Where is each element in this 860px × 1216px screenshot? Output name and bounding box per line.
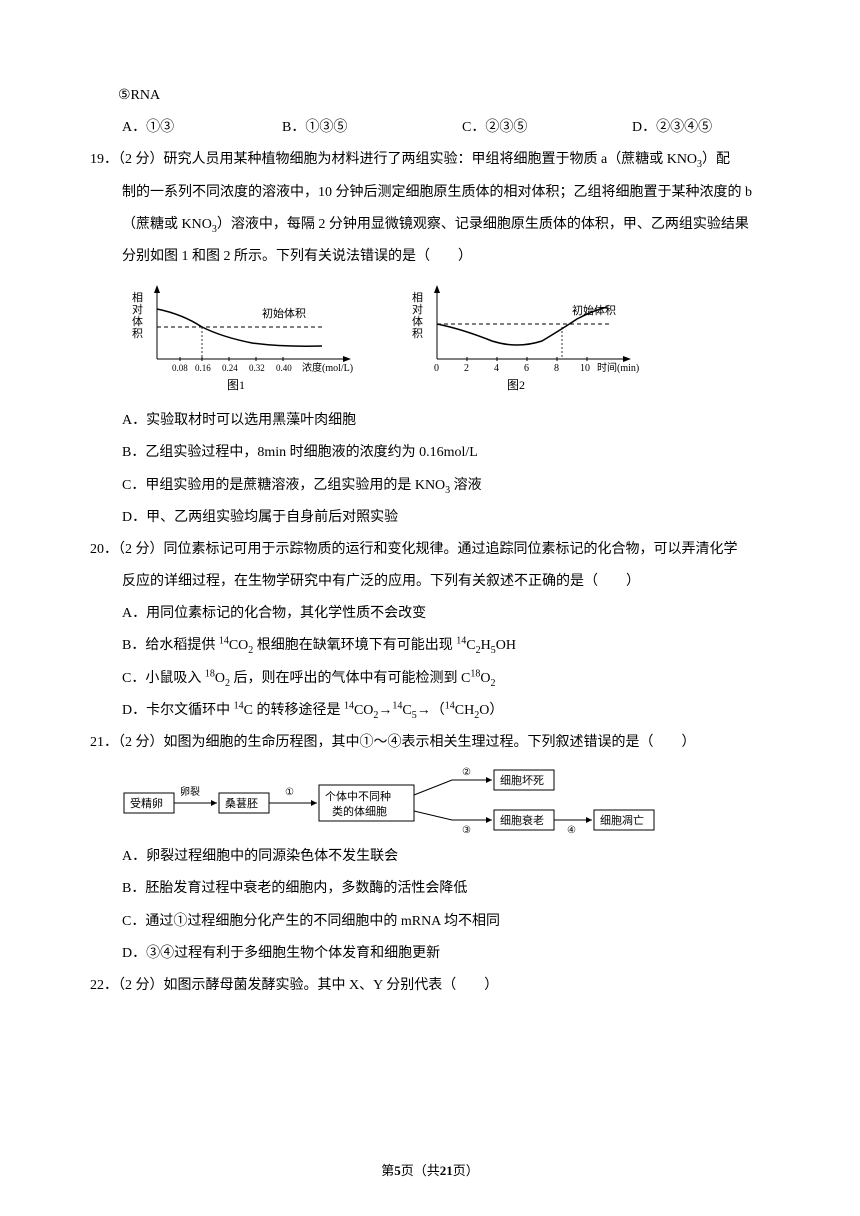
q19-choice-a: A．实验取材时可以选用黑藻叶肉细胞 bbox=[60, 405, 800, 437]
svg-text:相: 相 bbox=[412, 291, 423, 304]
svg-text:图2: 图2 bbox=[507, 378, 525, 392]
q21-choice-c: C．通过①过程细胞分化产生的不同细胞中的 mRNA 均不相同 bbox=[60, 906, 800, 938]
svg-text:4: 4 bbox=[494, 363, 499, 374]
q19-intro1: 研究人员用某种植物细胞为材料进行了两组实验：甲组将细胞置于物质 a（蔗糖或 KN… bbox=[164, 152, 698, 167]
g1-ylabel-1: 相 bbox=[132, 291, 143, 304]
svg-text:细胞衰老: 细胞衰老 bbox=[500, 813, 544, 827]
svg-text:积: 积 bbox=[412, 327, 423, 340]
svg-text:③: ③ bbox=[462, 825, 471, 835]
svg-text:④: ④ bbox=[567, 825, 576, 835]
q21-choice-d: D．③④过程有利于多细胞生物个体发育和细胞更新 bbox=[60, 938, 800, 970]
svg-text:0.40: 0.40 bbox=[276, 363, 292, 373]
svg-text:对: 对 bbox=[412, 302, 423, 316]
q21-choice-a: A．卵裂过程细胞中的同源染色体不发生联会 bbox=[60, 841, 800, 873]
svg-text:0.24: 0.24 bbox=[222, 363, 238, 373]
q20-line2: 反应的详细过程，在生物学研究中有广泛的应用。下列有关叙述不正确的是（ ） bbox=[60, 566, 800, 598]
svg-text:0.08: 0.08 bbox=[172, 363, 188, 373]
svg-text:卵裂: 卵裂 bbox=[180, 785, 200, 798]
q21-choice-b: B．胚胎发育过程中衰老的细胞内，多数酶的活性会降低 bbox=[60, 873, 800, 905]
q21-diagram: 受精卵 卵裂 桑葚胚 ① 个体中不同种 类的体细胞 ② 细胞坏死 ③ 细胞衰老 … bbox=[60, 765, 800, 835]
svg-text:10: 10 bbox=[580, 363, 590, 374]
q19-intro1-end: ）配 bbox=[702, 152, 730, 167]
svg-text:体: 体 bbox=[412, 314, 423, 328]
svg-text:初始体积: 初始体积 bbox=[572, 303, 616, 317]
q21-line1: 21．（2 分）如图为细胞的生命历程图，其中①～④表示相关生理过程。下列叙述错误… bbox=[60, 727, 800, 759]
q19-choice-d: D．甲、乙两组实验均属于自身前后对照实验 bbox=[60, 502, 800, 534]
q18-choices: A．①③ B．①③⑤ C．②③⑤ D．②③④⑤ bbox=[60, 112, 800, 144]
svg-text:时间(min): 时间(min) bbox=[597, 361, 639, 374]
q20-choice-b: B．给水稻提供 14CO2 根细胞在缺氧环境下有可能出现 14C2H5OH bbox=[60, 630, 800, 662]
svg-text:0: 0 bbox=[434, 363, 439, 374]
q18-choice-b: B．①③⑤ bbox=[282, 112, 462, 144]
q18-choice-c: C．②③⑤ bbox=[462, 112, 632, 144]
svg-text:浓度(mol/L): 浓度(mol/L) bbox=[302, 361, 353, 374]
q19-line4: 分别如图 1 和图 2 所示。下列有关说法错误的是（ ） bbox=[60, 241, 800, 273]
q19-graphs: 相 对 体 积 初始体积 0.08 0.16 0.24 0.32 0.40 浓度… bbox=[60, 279, 800, 399]
q21-flowchart: 受精卵 卵裂 桑葚胚 ① 个体中不同种 类的体细胞 ② 细胞坏死 ③ 细胞衰老 … bbox=[122, 765, 752, 835]
svg-text:细胞坏死: 细胞坏死 bbox=[500, 774, 544, 787]
g1-ylabel-2: 对 bbox=[132, 302, 143, 316]
graph2-svg: 相 对 体 积 初始体积 0 2 4 6 8 10 时间(min) 图2 bbox=[402, 279, 652, 399]
g1-ylabel-3: 体 bbox=[132, 314, 143, 328]
graph1-svg: 相 对 体 积 初始体积 0.08 0.16 0.24 0.32 0.40 浓度… bbox=[122, 279, 372, 399]
list-item-5: ⑤RNA bbox=[60, 80, 800, 112]
svg-text:0.32: 0.32 bbox=[249, 363, 265, 373]
svg-text:个体中不同种: 个体中不同种 bbox=[325, 789, 391, 803]
q18-choice-d: D．②③④⑤ bbox=[632, 112, 712, 144]
svg-text:类的体细胞: 类的体细胞 bbox=[332, 804, 387, 818]
q20-choice-d: D．卡尔文循环中 14C 的转移途径是 14CO2→14C5→（14CH2O） bbox=[60, 695, 800, 727]
q19-graph2: 相 对 体 积 初始体积 0 2 4 6 8 10 时间(min) 图2 bbox=[402, 279, 652, 399]
q19-line1: 19．（2 分）研究人员用某种植物细胞为材料进行了两组实验：甲组将细胞置于物质 … bbox=[60, 144, 800, 176]
svg-text:②: ② bbox=[462, 767, 471, 778]
svg-text:0.16: 0.16 bbox=[195, 363, 211, 373]
q20-line1: 20．（2 分）同位素标记可用于示踪物质的运行和变化规律。通过追踪同位素标记的化… bbox=[60, 534, 800, 566]
svg-text:图1: 图1 bbox=[227, 378, 245, 392]
q22-line1: 22．（2 分）如图示酵母菌发酵实验。其中 X、Y 分别代表（ ） bbox=[60, 970, 800, 1002]
q18-choice-a: A．①③ bbox=[122, 112, 282, 144]
svg-text:8: 8 bbox=[554, 363, 559, 374]
svg-text:桑葚胚: 桑葚胚 bbox=[225, 797, 258, 810]
svg-text:细胞凋亡: 细胞凋亡 bbox=[600, 813, 644, 827]
page-footer: 第5页（共21页） bbox=[0, 1156, 860, 1186]
list-item-5-text: ⑤RNA bbox=[118, 88, 160, 103]
q20-choice-a: A．用同位素标记的化合物，其化学性质不会改变 bbox=[60, 598, 800, 630]
q19-graph1: 相 对 体 积 初始体积 0.08 0.16 0.24 0.32 0.40 浓度… bbox=[122, 279, 372, 399]
q19-choice-b: B．乙组实验过程中，8min 时细胞液的浓度约为 0.16mol/L bbox=[60, 437, 800, 469]
svg-text:2: 2 bbox=[464, 363, 469, 374]
q19-line2: 制的一系列不同浓度的溶液中，10 分钟后测定细胞原生质体的相对体积；乙组将细胞置… bbox=[60, 177, 800, 209]
q19-choice-c: C．甲组实验用的是蔗糖溶液，乙组实验用的是 KNO3 溶液 bbox=[60, 470, 800, 502]
q19-line3: （蔗糖或 KNO3）溶液中，每隔 2 分钟用显微镜观察、记录细胞原生质体的体积，… bbox=[60, 209, 800, 241]
g1-ylabel-4: 积 bbox=[132, 327, 143, 340]
q19-number: 19．（2 分） bbox=[90, 152, 164, 167]
g1-dashed-label: 初始体积 bbox=[262, 306, 306, 320]
svg-text:受精卵: 受精卵 bbox=[130, 797, 163, 810]
svg-text:①: ① bbox=[285, 787, 294, 798]
q20-choice-c: C．小鼠吸入 18O2 后，则在呼出的气体中有可能检测到 C18O2 bbox=[60, 663, 800, 695]
svg-text:6: 6 bbox=[524, 363, 529, 374]
